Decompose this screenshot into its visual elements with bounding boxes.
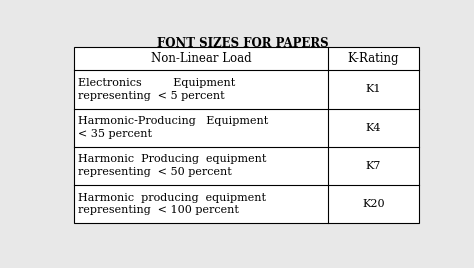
Text: Harmonic-Producing   Equipment
< 35 percent: Harmonic-Producing Equipment < 35 percen… [78,116,269,139]
Text: K1: K1 [366,84,381,94]
Text: K7: K7 [366,161,381,171]
Bar [74,47,419,223]
Bar [74,47,419,223]
Text: K4: K4 [366,122,381,133]
Text: Non-Linear Load: Non-Linear Load [151,52,251,65]
Text: FONT SIZES FOR PAPERS: FONT SIZES FOR PAPERS [157,37,329,50]
Text: K20: K20 [362,199,385,209]
Text: Harmonic  producing  equipment
representing  < 100 percent: Harmonic producing equipment representin… [78,192,266,215]
Text: Electronics         Equipment
representing  < 5 percent: Electronics Equipment representing < 5 p… [78,78,236,101]
Text: Harmonic  Producing  equipment
representing  < 50 percent: Harmonic Producing equipment representin… [78,154,267,177]
Text: K-Rating: K-Rating [348,52,399,65]
